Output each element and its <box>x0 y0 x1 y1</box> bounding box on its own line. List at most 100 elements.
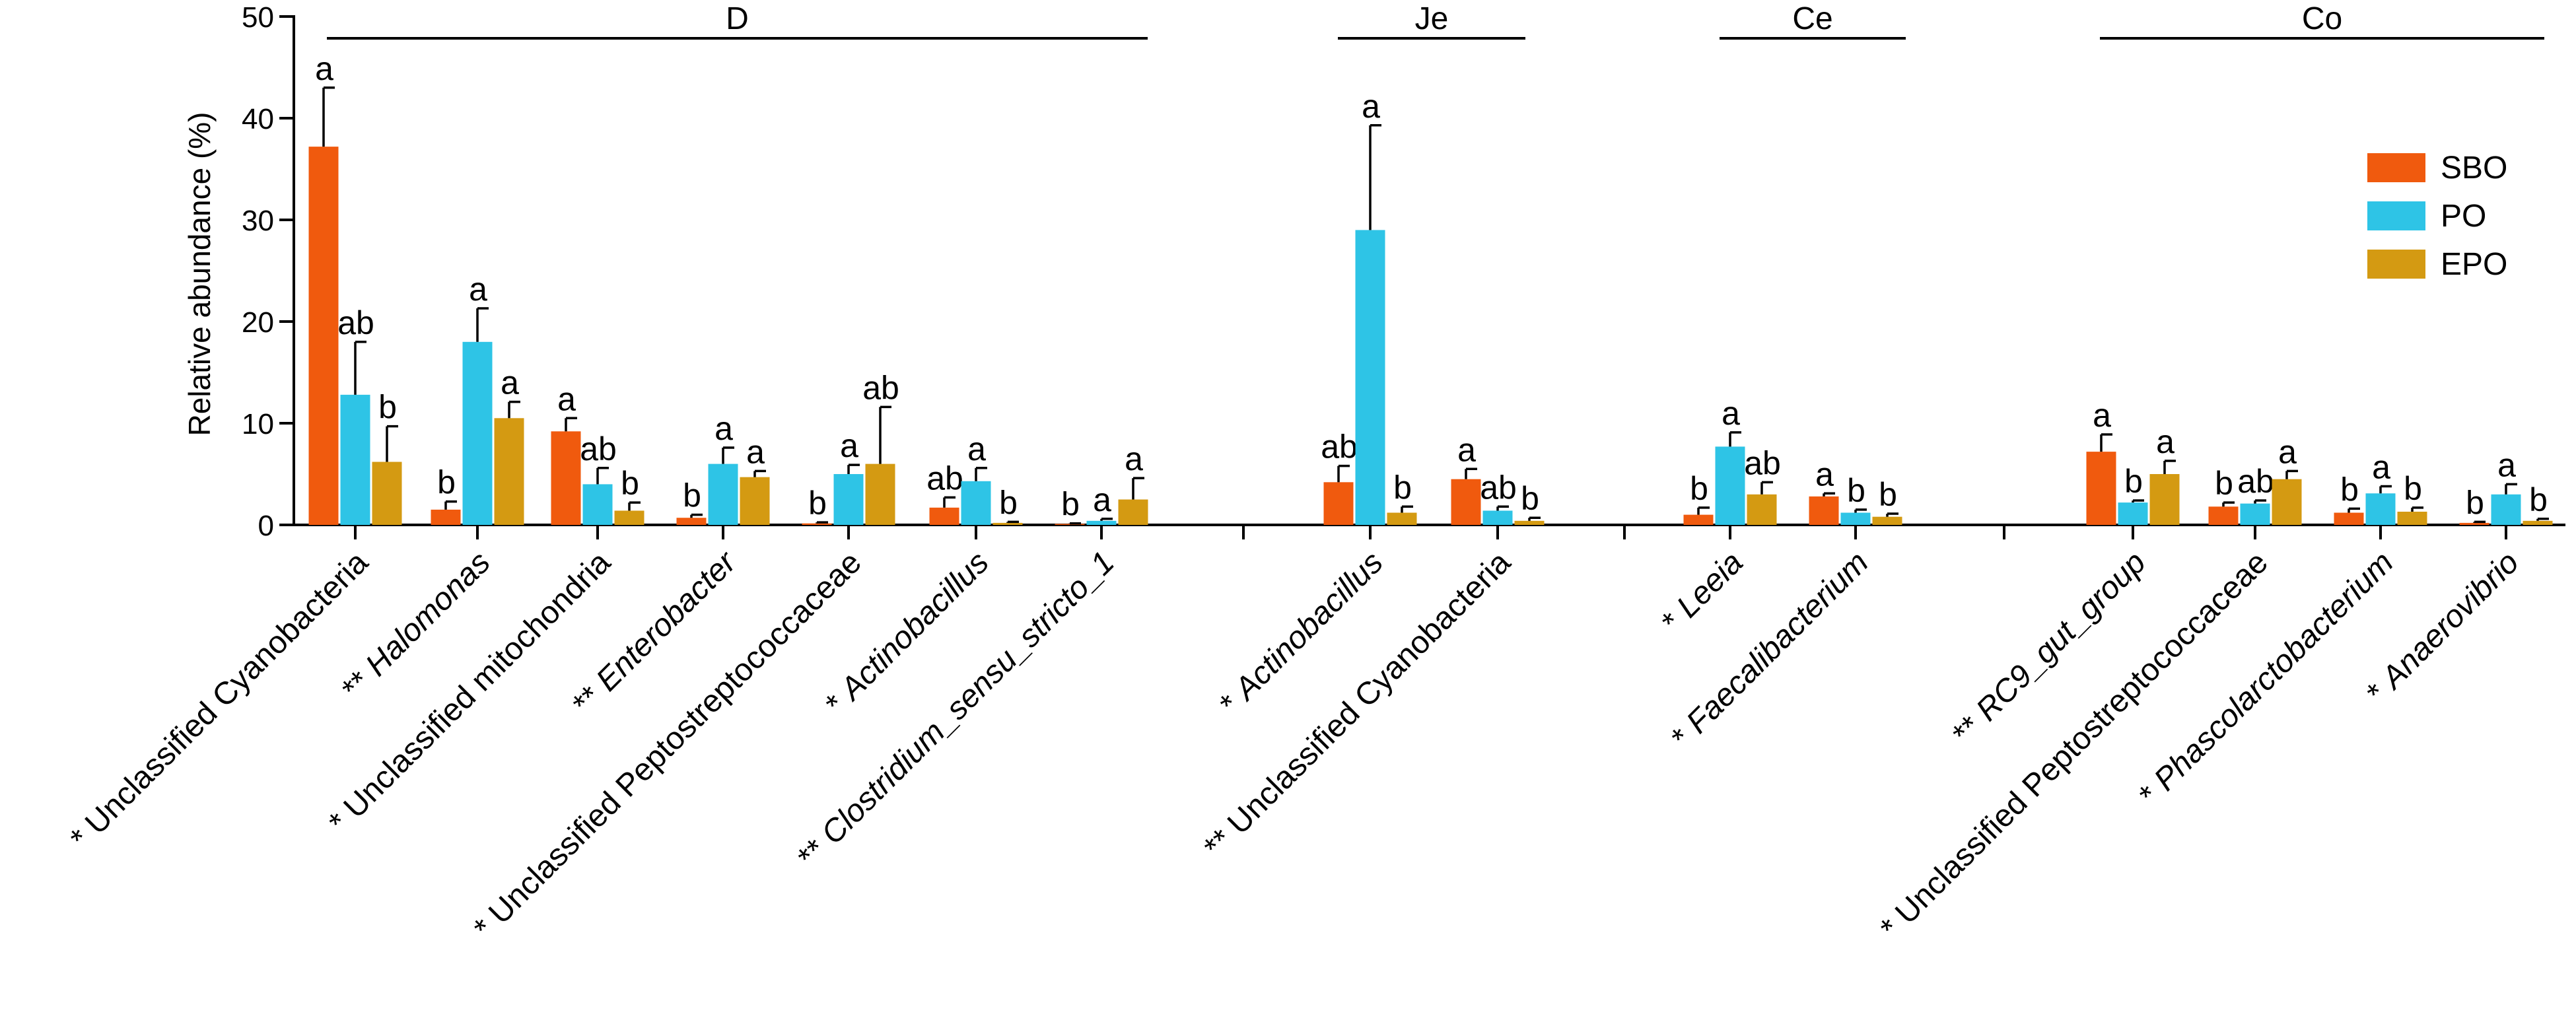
significance-letter: a <box>746 433 765 470</box>
y-tick-label: 10 <box>242 408 274 440</box>
bar-SBO <box>1323 482 1354 525</box>
significance-letter: a <box>2372 448 2390 485</box>
bar-PO <box>1086 520 1117 525</box>
bar-SBO <box>1683 514 1714 525</box>
taxon-name: Unclassified Cyanobacteria <box>79 545 375 841</box>
bar-SBO <box>2208 506 2239 525</box>
bar-SBO <box>2459 522 2489 525</box>
significance-letter: ab <box>1744 444 1781 481</box>
bar-SBO <box>802 523 832 525</box>
significance-letter: b <box>2124 463 2143 500</box>
bar-SBO <box>676 518 707 525</box>
x-category-label: * Leeia <box>1655 545 1750 639</box>
significance-letter: a <box>714 410 733 447</box>
group-label: Ce <box>1792 1 1832 36</box>
legend-label: EPO <box>2441 247 2507 282</box>
significance-letter: a <box>840 427 858 464</box>
bar-SBO <box>551 431 581 525</box>
bar-PO <box>961 481 991 525</box>
significance-letter: a <box>1362 88 1380 125</box>
significance-letter: b <box>437 464 456 501</box>
legend-swatch-SBO <box>2367 153 2425 182</box>
significance-letter: b <box>2340 471 2359 508</box>
group-label: Je <box>1415 1 1449 36</box>
bar-SBO <box>431 509 461 525</box>
significance-letter: b <box>2529 481 2548 518</box>
y-axis-title: Relative abundance (%) <box>182 112 217 436</box>
significance-letter: a <box>2093 397 2111 434</box>
significance-letter: ab <box>1321 429 1358 465</box>
bar-EPO <box>1872 516 1902 525</box>
legend-swatch-EPO <box>2367 250 2425 279</box>
significance-letter: a <box>1093 481 1111 518</box>
significance-letter: a <box>1457 431 1476 468</box>
significance-letter: b <box>1521 480 1539 517</box>
bar-PO <box>2491 494 2521 525</box>
bar-EPO <box>372 462 402 525</box>
significance-letter: ab <box>862 369 899 406</box>
significance-letter: ab <box>2237 463 2274 500</box>
bar-EPO <box>494 418 524 525</box>
taxon-name: Phascolarctobacterium <box>2147 545 2400 798</box>
y-tick-label: 20 <box>242 306 274 339</box>
bar-SBO <box>308 147 339 525</box>
bar-EPO <box>2272 479 2302 525</box>
bar-PO <box>833 474 864 525</box>
bar-PO <box>340 394 370 525</box>
bar-EPO <box>740 477 770 525</box>
significance-letter: b <box>2404 470 2422 507</box>
significance-letter: ab <box>1480 469 1517 506</box>
bar-EPO <box>1514 520 1545 525</box>
x-category-label: * Phascolarctobacterium <box>2132 545 2400 812</box>
bar-EPO <box>865 464 895 525</box>
bar-EPO <box>1118 499 1148 525</box>
significance-letter: b <box>1847 472 1865 509</box>
bar-EPO <box>614 510 644 525</box>
significance-letter: b <box>2466 484 2484 521</box>
y-tick-label: 0 <box>258 510 274 542</box>
significance-letter: a <box>1815 456 1834 493</box>
significance-letter: b <box>1061 486 1080 523</box>
significance-letter: a <box>557 380 576 417</box>
bar-PO <box>2365 493 2396 525</box>
bar-PO <box>2118 502 2148 525</box>
bar-PO <box>1715 446 1745 525</box>
y-tick-label: 50 <box>242 1 274 34</box>
significance-letter: a <box>2278 433 2297 470</box>
significance-letter: b <box>1393 469 1412 506</box>
bar-EPO <box>1387 512 1417 525</box>
taxon-name: Leeia <box>1670 545 1750 625</box>
bar-SBO <box>1809 496 1839 525</box>
bar-PO <box>708 464 738 525</box>
significance-letter: b <box>808 485 827 522</box>
significance-letter: b <box>999 484 1018 521</box>
y-tick-label: 40 <box>242 103 274 135</box>
y-tick-label: 30 <box>242 205 274 237</box>
bar-PO <box>582 484 613 525</box>
bar-PO <box>1482 510 1513 525</box>
significance-letter: b <box>621 465 639 502</box>
significance-letter: a <box>501 364 519 401</box>
bar-EPO <box>1747 494 1777 525</box>
significance-letter: a <box>967 430 986 467</box>
bar-SBO <box>929 507 959 525</box>
significance-letter: a <box>1722 395 1740 432</box>
bar-EPO <box>992 522 1023 525</box>
bar-EPO <box>2397 511 2427 525</box>
significance-letter: ab <box>926 460 963 497</box>
bar-PO <box>2240 503 2270 525</box>
significance-letter: a <box>2497 446 2516 483</box>
legend-label: SBO <box>2441 151 2507 186</box>
bar-PO <box>1355 230 1385 525</box>
legend-label: PO <box>2441 199 2486 234</box>
significance-letter: a <box>2156 423 2175 460</box>
significance-letter: a <box>1125 440 1143 477</box>
significance-letter: ab <box>580 430 617 467</box>
significance-letter: a <box>469 271 487 308</box>
bar-PO <box>462 341 493 525</box>
significance-letter: b <box>2215 465 2233 502</box>
group-label: D <box>726 1 749 36</box>
bar-EPO <box>2149 474 2180 525</box>
legend-swatch-PO <box>2367 201 2425 230</box>
